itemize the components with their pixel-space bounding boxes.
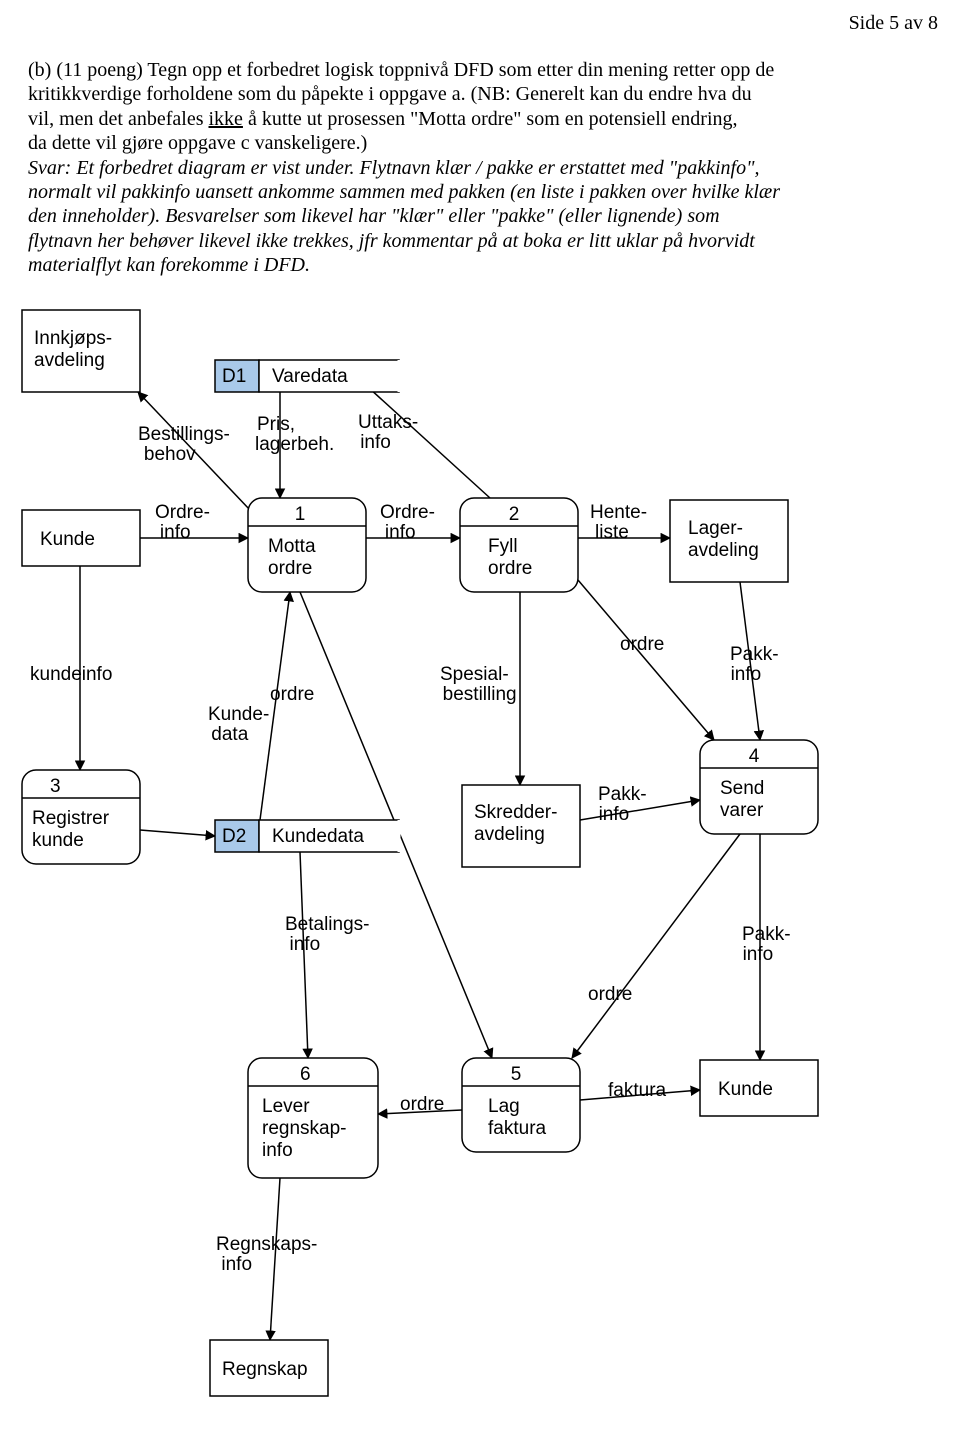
process-1-motta-ordre: 1 Motta ordre <box>248 498 366 592</box>
flow-label: Ordre-info <box>155 502 210 543</box>
process-id: 4 <box>749 746 760 767</box>
text-line: vil, men det anbefales <box>28 108 209 130</box>
flow-label: ordre <box>620 634 664 655</box>
process-label: varer <box>720 800 764 821</box>
flow-label: Hente-liste <box>590 502 647 543</box>
entity-label: Innkjøps- <box>34 328 112 349</box>
underlined-word: ikke <box>209 108 243 130</box>
entity-label: Kunde <box>718 1079 773 1100</box>
process-6-lever-regnskapinfo: 6 Lever regnskap- info <box>248 1058 378 1178</box>
process-label: Registrer <box>32 808 110 829</box>
entity-kunde-2: Kunde <box>700 1060 818 1116</box>
flow-label: Bestillings-behov <box>138 424 230 465</box>
flow-label: Pakk-info <box>730 644 779 685</box>
datastore-d2-kundedata: D2 Kundedata <box>215 820 399 852</box>
answer-line: Svar: Et forbedret diagram er vist under… <box>28 157 759 179</box>
flow-betalingsinfo <box>300 852 308 1058</box>
process-id: 6 <box>300 1064 311 1085</box>
flow-label: Spesial-bestilling <box>440 664 517 705</box>
text-line: å kutte ut prosessen "Motta ordre" som e… <box>243 108 738 130</box>
process-5-lag-faktura: 5 Lag faktura <box>462 1058 580 1152</box>
page: Side 5 av 8 (b) (11 poeng) Tegn opp et f… <box>0 0 960 1442</box>
entity-label: Regnskap <box>222 1359 308 1380</box>
process-label: Motta <box>268 536 316 557</box>
page-number: Side 5 av 8 <box>849 12 938 35</box>
datastore-id: D1 <box>222 366 246 387</box>
process-id: 5 <box>511 1064 522 1085</box>
process-label: Lag <box>488 1096 520 1117</box>
answer-line: materialflyt kan forekomme i DFD. <box>28 254 310 276</box>
flow-label: Ordre-info <box>380 502 435 543</box>
entity-label: avdeling <box>474 824 545 845</box>
process-label: kunde <box>32 830 84 851</box>
process-id: 1 <box>295 504 306 525</box>
process-label: Send <box>720 778 764 799</box>
datastore-d1-varedata: D1 Varedata <box>215 360 399 392</box>
answer-line: normalt vil pakkinfo uansett ankomme sam… <box>28 181 780 203</box>
flow-label: ordre <box>400 1094 444 1115</box>
flow-label: Pakk-info <box>598 784 647 825</box>
flow-ordre-p4-p5 <box>572 834 740 1058</box>
flow-label: Pris,lagerbeh. <box>255 414 334 455</box>
text-line: da dette vil gjøre oppgave c vanskeliger… <box>28 132 367 154</box>
process-label: Fyll <box>488 536 518 557</box>
flow-label: ordre <box>588 984 632 1005</box>
entity-lageravdeling: Lager- avdeling <box>670 500 788 582</box>
text-line: (b) (11 poeng) Tegn opp et forbedret log… <box>28 59 774 81</box>
process-3-registrer-kunde: 3 Registrer kunde <box>22 770 140 864</box>
flow-label: Kunde-data <box>208 704 269 745</box>
process-id: 3 <box>50 776 61 797</box>
process-label: ordre <box>268 558 312 579</box>
entity-label: Lager- <box>688 518 743 539</box>
flow-p3-d2 <box>140 830 215 836</box>
process-label: faktura <box>488 1118 547 1139</box>
process-label: ordre <box>488 558 532 579</box>
process-id: 2 <box>509 504 520 525</box>
question-text: (b) (11 poeng) Tegn opp et forbedret log… <box>28 58 932 278</box>
datastore-label: Kundedata <box>272 826 364 847</box>
entity-label: Kunde <box>40 529 95 550</box>
flow-label: Pakk-info <box>742 924 791 965</box>
process-label: regnskap- <box>262 1118 347 1139</box>
process-label: Lever <box>262 1096 310 1117</box>
entity-innkjopsavdeling: Innkjøps- avdeling <box>22 310 140 392</box>
entity-skredderavdeling: Skredder- avdeling <box>462 785 580 867</box>
process-4-send-varer: 4 Send varer <box>700 740 818 834</box>
entity-label: avdeling <box>688 540 759 561</box>
text-line: kritikkverdige forholdene som du påpekte… <box>28 83 752 105</box>
entity-regnskap: Regnskap <box>210 1340 328 1396</box>
flow-label: Uttaks-info <box>358 412 418 453</box>
flow-label: kundeinfo <box>30 664 112 685</box>
answer-line: flytnavn her behøver likevel ikke trekke… <box>28 230 755 252</box>
flow-label: Betalings-info <box>285 914 370 955</box>
entity-label: avdeling <box>34 350 105 371</box>
dfd-diagram: Bestillings-behov Pris,lagerbeh. Uttaks-… <box>0 300 960 1442</box>
datastore-label: Varedata <box>272 366 348 387</box>
process-2-fyll-ordre: 2 Fyll ordre <box>460 498 578 592</box>
entity-kunde: Kunde <box>22 510 140 566</box>
flow-ordre-p2-p4 <box>578 580 714 740</box>
entity-label: Skredder- <box>474 802 557 823</box>
process-label: info <box>262 1140 293 1161</box>
flow-regnskapsinfo <box>270 1178 280 1340</box>
answer-line: den inneholder). Besvarelser som likevel… <box>28 205 720 227</box>
datastore-id: D2 <box>222 826 246 847</box>
flow-label: Regnskaps-info <box>216 1234 317 1275</box>
flow-label: faktura <box>608 1080 667 1101</box>
